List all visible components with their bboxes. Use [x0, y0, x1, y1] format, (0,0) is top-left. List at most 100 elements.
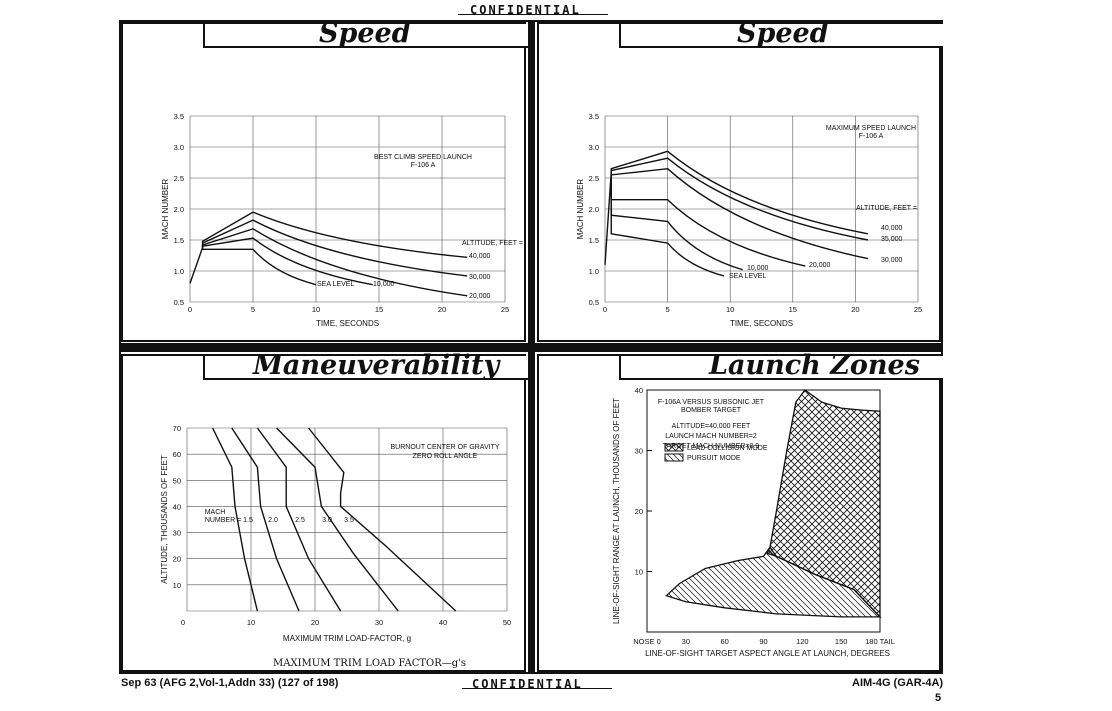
c0-ytick: 0.5 — [174, 298, 184, 307]
c2-series-label: 3.5 — [344, 517, 354, 524]
c1-series-line — [610, 150, 869, 235]
chart-maneuverability: 0 10 20 30 40 50 60 70 10 20 30 40 50 MAXIMUM TRIM LO… — [160, 424, 511, 643]
c0-xtick: 15 — [375, 305, 383, 314]
c2-xtick: 10 — [247, 618, 255, 627]
c2-series-line — [256, 427, 342, 612]
c1-xtick: 5 — [666, 305, 670, 314]
panel-speed-right: Speed 0.5 1.0 1.5 2.0 2.5 3.0 3.5 0 5 10 15 20 25 TIM… — [537, 18, 943, 342]
c2-ytick: 20 — [173, 555, 181, 564]
c1-xtick: 25 — [914, 305, 922, 314]
top-classification-underline — [458, 14, 608, 15]
c0-xlabel: TIME, SECONDS — [316, 319, 379, 328]
c0-series-line — [201, 219, 468, 277]
c2-origin: 0 — [181, 618, 185, 627]
c0-xtick: 5 — [251, 305, 255, 314]
top-classification: CONFIDENTIAL — [470, 3, 581, 17]
c1-ytick: 1.5 — [589, 236, 599, 245]
c1-series-label: SEA LEVEL — [729, 273, 766, 280]
c1-xtick: 10 — [726, 305, 734, 314]
c0-series-label: 20,000 — [469, 293, 491, 300]
c3-xtick: 90 — [759, 637, 767, 646]
panel-title-maneuverability: Maneuverability — [253, 350, 500, 381]
c3-legend-label: LEAD COLLISION MODE — [687, 445, 768, 452]
c3-xtick: 120 — [796, 637, 809, 646]
c2-series-label: 1.5 — [243, 517, 253, 524]
c0-series-line — [201, 247, 317, 286]
chart-speed-max: 0.5 1.0 1.5 2.0 2.5 3.0 3.5 0 5 10 15 20 25 TIME, SEC… — [576, 112, 922, 328]
chart-speed-best-climb: 0.5 1.0 1.5 2.0 2.5 3.0 3.5 0 5 10 15 20 25 TIME, SEC… — [161, 112, 523, 328]
c1-xtick: 0 — [603, 305, 607, 314]
c2-legend-title-b: NUMBER = — [205, 517, 241, 524]
c0-xtick: 25 — [501, 305, 509, 314]
c1-series-label: 20,000 — [809, 262, 831, 269]
c2-legend-title-a: MACH — [205, 509, 226, 516]
c2-xtick: 40 — [439, 618, 447, 627]
c0-series-line — [201, 228, 468, 297]
c3-ytick: 20 — [635, 507, 643, 516]
c3-legend-swatch — [664, 443, 684, 452]
c2-grid — [186, 427, 508, 612]
title-box-launch-zones — [619, 356, 943, 380]
c1-initial-line — [604, 171, 612, 265]
c2-series-line — [276, 427, 399, 612]
c1-series-label: 35,000 — [881, 236, 903, 243]
c2-series-line — [211, 427, 259, 612]
bottom-classification-underline — [462, 688, 612, 689]
panel-launch-zones: Launch Zones NOSE 0 30 60 90 120 150 180 TAIL 1… — [537, 350, 943, 672]
page-number: 5 — [935, 692, 942, 704]
c1-xlabel: TIME, SECONDS — [730, 319, 793, 328]
c3-ytick: 40 — [635, 386, 643, 395]
panel-title-launch-zones: Launch Zones — [709, 350, 920, 381]
c3-ytick: 10 — [635, 568, 643, 577]
c3-note: ALTITUDE=40,000 FEET — [672, 423, 751, 430]
c3-ylabel: LINE-OF-SIGHT RANGE AT LAUNCH, THOUSANDS… — [612, 398, 621, 624]
title-box-speed-right — [619, 24, 943, 48]
c2-ytick: 30 — [173, 529, 181, 538]
c1-ylabel: MACH NUMBER — [576, 179, 585, 240]
c3-xtick: 30 — [682, 637, 690, 646]
c1-series-line — [610, 167, 869, 260]
c1-xtick: 15 — [789, 305, 797, 314]
bottom-classification: CONFIDENTIAL — [472, 677, 583, 691]
c0-note: BEST CLIMB SPEED LAUNCH — [374, 154, 472, 161]
footer-left: Sep 63 (AFG 2,Vol-1,Addn 33) (127 of 198… — [121, 677, 339, 689]
c2-xtick: 30 — [375, 618, 383, 627]
c1-series-label: 10,000 — [747, 265, 769, 272]
panel-maneuverability: Maneuverability 0 10 20 30 40 50 60 70 10 20 30 40 5… — [121, 350, 528, 672]
c2-series-label: 2.5 — [295, 517, 305, 524]
c3-xlabel: LINE-OF-SIGHT TARGET ASPECT ANGLE AT LAU… — [645, 649, 890, 658]
panel-title-speed-left: Speed — [319, 18, 411, 49]
c2-xlabel: MAXIMUM TRIM LOAD-FACTOR, g — [283, 634, 411, 643]
c2-note: BURNOUT CENTER OF GRAVITY — [390, 444, 499, 451]
title-box-maneuverability — [203, 356, 528, 380]
c1-series-label: 40,000 — [881, 225, 903, 232]
c3-note: TARGET MACH NUMBER=0.9 — [663, 443, 760, 450]
c3-legend-swatch — [664, 453, 684, 462]
c0-ytick: 3.0 — [174, 143, 184, 152]
c3-xtick: 150 — [835, 637, 848, 646]
c0-ytick: 2.0 — [174, 205, 184, 214]
c1-ytick: 2.0 — [589, 205, 599, 214]
c2-xtick: 50 — [503, 618, 511, 627]
c2-ytick: 40 — [173, 502, 181, 511]
c0-ytick: 1.5 — [174, 236, 184, 245]
c3-note: F-106A VERSUS SUBSONIC JET — [658, 399, 765, 406]
c1-series-line — [610, 171, 806, 267]
c2-ytick: 60 — [173, 450, 181, 459]
c1-ytick: 2.5 — [589, 174, 599, 183]
c2-ytick: 50 — [173, 476, 181, 485]
c1-series-line — [610, 171, 725, 277]
c2-series-line — [231, 427, 300, 612]
c2-xtick: 20 — [311, 618, 319, 627]
c2-series-line — [308, 427, 457, 612]
c2-series-label: 3.0 — [322, 517, 332, 524]
c3-xtick: 180 TAIL — [865, 637, 895, 646]
c0-ytick: 2.5 — [174, 174, 184, 183]
c1-series-line — [610, 157, 869, 241]
c1-ytick: 0.5 — [589, 298, 599, 307]
c3-xtick: NOSE 0 — [633, 637, 661, 646]
c1-note: MAXIMUM SPEED LAUNCH — [826, 125, 916, 132]
c1-legend-title: ALTITUDE, FEET = — [856, 205, 917, 212]
c0-legend-title: ALTITUDE, FEET = — [462, 240, 523, 247]
c1-xtick: 20 — [851, 305, 859, 314]
